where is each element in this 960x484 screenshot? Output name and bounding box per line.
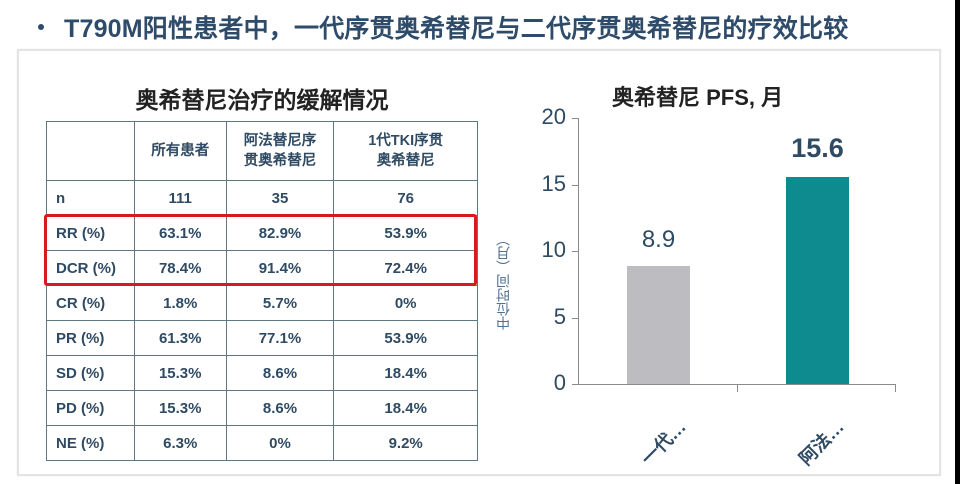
cell: 9.2% (333, 425, 478, 461)
cell: 0% (333, 285, 478, 321)
bar-first-gen (627, 265, 690, 384)
chart-title: 奥希替尼 PFS, 月 (612, 85, 784, 110)
row-label: NE (%) (46, 425, 135, 461)
cell: 77.1% (225, 320, 335, 356)
table-row: RR (%) 63.1% 82.9% 53.9% (46, 215, 478, 251)
table-row: PR (%) 61.3% 77.1% 53.9% (46, 320, 478, 356)
y-tick-label: 10 (541, 237, 566, 262)
bullet-icon (38, 24, 44, 30)
y-axis (578, 118, 579, 385)
table-row: SD (%) 15.3% 8.6% 18.4% (46, 355, 478, 391)
cell: 78.4% (133, 250, 227, 286)
cell: 35 (225, 180, 335, 216)
cell: 15.3% (133, 390, 227, 426)
y-tick-label: 5 (553, 304, 566, 329)
y-tick-label: 0 (553, 370, 566, 395)
y-tick (572, 318, 578, 319)
y-tick (572, 251, 578, 252)
row-label: PR (%) (46, 320, 135, 356)
bar-value-label: 8.9 (641, 225, 676, 253)
row-label: SD (%) (46, 355, 135, 391)
bar-value-label: 15.6 (791, 132, 844, 163)
right-edge-strip (955, 0, 960, 484)
header-cell-1st-gen-tki: 1代TKI序贯 奥希替尼 (333, 121, 478, 181)
header-cell-afatinib: 阿法替尼序 贯奥希替尼 (225, 121, 335, 181)
y-tick-label: 20 (541, 104, 566, 129)
cell: 53.9% (333, 215, 478, 251)
x-tick (895, 384, 896, 392)
cell: 8.6% (225, 355, 335, 391)
cell: 0% (225, 425, 335, 461)
cell: 5.7% (225, 285, 335, 321)
cell: 91.4% (225, 250, 335, 286)
cell: 1.8% (133, 285, 227, 321)
cell: 15.3% (133, 355, 227, 391)
cell: 18.4% (333, 390, 478, 426)
header-cell-all-patients: 所有患者 (133, 121, 227, 181)
table-title: 奥希替尼治疗的缓解情况 (135, 87, 389, 113)
slide-title-text: T790M阳性患者中，一代序贯奥希替尼与二代序贯奥希替尼的疗效比较 (64, 15, 849, 43)
y-tick (572, 185, 578, 186)
cell: 72.4% (333, 250, 478, 286)
row-label: DCR (%) (46, 250, 135, 286)
slide-title: T790M阳性患者中，一代序贯奥希替尼与二代序贯奥希替尼的疗效比较 (34, 10, 848, 44)
table-header-row: 所有患者 阿法替尼序 贯奥希替尼 1代TKI序贯 奥希替尼 (46, 121, 478, 181)
cell: 63.1% (133, 215, 227, 251)
cell: 53.9% (333, 320, 478, 356)
row-label: n (46, 180, 135, 216)
x-tick (737, 384, 738, 392)
cell: 111 (133, 180, 227, 216)
row-label: PD (%) (46, 390, 135, 426)
table-row: DCR (%) 78.4% 91.4% 72.4% (46, 250, 478, 286)
cell: 6.3% (133, 425, 227, 461)
y-tick-label: 15 (541, 171, 566, 196)
row-label: CR (%) (46, 285, 135, 321)
bar-afatinib (786, 176, 849, 384)
table-row: PD (%) 15.3% 8.6% 18.4% (46, 390, 478, 426)
cell: 61.3% (133, 320, 227, 356)
cell: 8.6% (225, 390, 335, 426)
row-label: RR (%) (46, 215, 135, 251)
cell: 18.4% (333, 355, 478, 391)
table-row: CR (%) 1.8% 5.7% 0% (46, 285, 478, 321)
table-row: n 111 35 76 (46, 180, 478, 216)
header-cell-empty (46, 121, 135, 181)
y-tick (572, 384, 578, 385)
cell: 82.9% (225, 215, 335, 251)
response-table: 所有患者 阿法替尼序 贯奥希替尼 1代TKI序贯 奥希替尼 n 111 35 76 … (46, 121, 478, 461)
y-axis-title: 中位时间（月） (495, 232, 511, 330)
y-tick (572, 118, 578, 119)
table-row: NE (%) 6.3% 0% 9.2% (46, 425, 478, 461)
cell: 76 (333, 180, 478, 216)
